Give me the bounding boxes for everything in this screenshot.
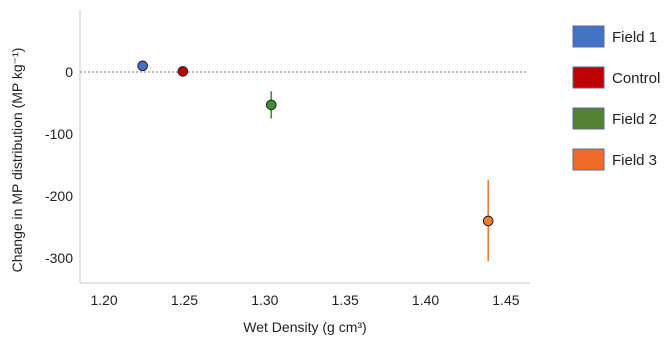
error-bars bbox=[270, 91, 490, 262]
x-tick-label: 1.45 bbox=[492, 292, 519, 308]
legend-label: Field 2 bbox=[612, 111, 657, 128]
y-tick-label: -300 bbox=[45, 250, 73, 266]
x-tick-labels: 1.20 1.25 1.30 1.35 1.40 1.45 bbox=[90, 292, 519, 308]
x-tick-label: 1.40 bbox=[412, 292, 439, 308]
legend-swatch bbox=[572, 148, 605, 171]
legend-swatch bbox=[572, 25, 605, 48]
legend-label: Field 3 bbox=[612, 152, 657, 169]
x-tick-label: 1.20 bbox=[90, 292, 117, 308]
legend: Field 1 Control Field 2 Field 3 bbox=[572, 25, 660, 171]
data-point bbox=[137, 60, 148, 72]
y-tick-labels: 0 -100 -200 -300 bbox=[45, 64, 73, 266]
y-tick-label: -200 bbox=[45, 188, 73, 204]
y-axis-label: Change in MP distribution (MP kg⁻¹) bbox=[9, 48, 25, 273]
data-point bbox=[177, 66, 189, 77]
x-axis-label: Wet Density (g cm³) bbox=[243, 319, 366, 335]
x-tick-label: 1.35 bbox=[332, 292, 359, 308]
legend-label: Control bbox=[612, 70, 660, 87]
data-point bbox=[482, 215, 494, 227]
legend-swatch bbox=[572, 66, 605, 89]
y-tick-label: 0 bbox=[65, 64, 73, 80]
data-points bbox=[137, 60, 494, 227]
axes-layer bbox=[79, 10, 530, 284]
x-tick-label: 1.25 bbox=[171, 292, 198, 308]
legend-swatch bbox=[572, 107, 605, 130]
legend-label: Field 1 bbox=[612, 29, 657, 46]
x-tick-label: 1.30 bbox=[251, 292, 278, 308]
y-tick-label: -100 bbox=[45, 126, 73, 142]
data-point bbox=[265, 99, 277, 111]
